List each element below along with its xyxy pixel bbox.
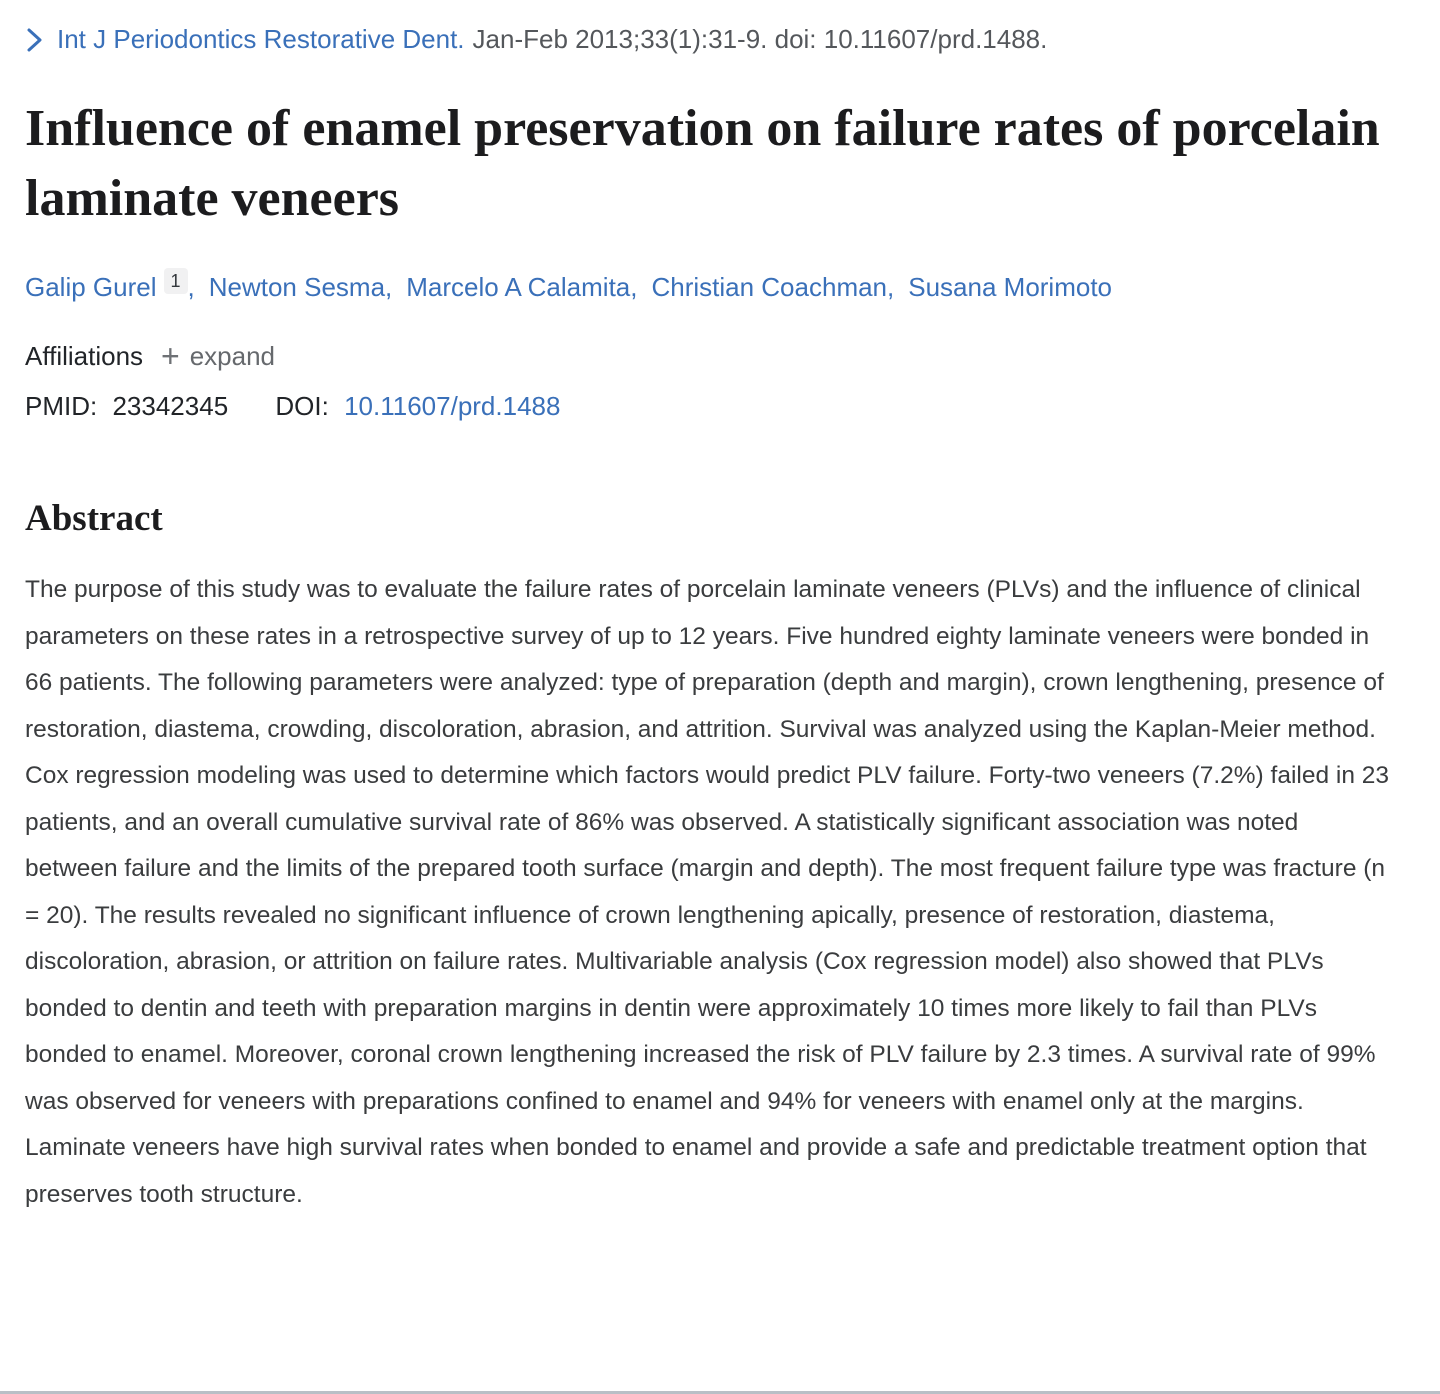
author-link[interactable]: Christian Coachman bbox=[651, 272, 888, 302]
pmid-label: PMID: bbox=[25, 391, 98, 421]
doi-link[interactable]: 10.11607/prd.1488 bbox=[344, 391, 561, 421]
affiliations-expand-button[interactable]: + expand bbox=[161, 338, 276, 374]
affiliations-label: Affiliations bbox=[25, 341, 144, 371]
citation-details: Jan-Feb 2013;33(1):31-9. doi: 10.11607/p… bbox=[472, 24, 1048, 54]
author-separator: , bbox=[385, 272, 393, 302]
author-separator: , bbox=[887, 272, 895, 302]
author-item: Galip Gurel 1, bbox=[25, 268, 202, 302]
author-item: Newton Sesma, bbox=[209, 272, 399, 302]
pmid-group: PMID: 23342345 bbox=[25, 391, 235, 421]
author-item: Marcelo A Calamita, bbox=[406, 272, 644, 302]
pmid-value: 23342345 bbox=[112, 391, 229, 421]
plus-icon: + bbox=[161, 338, 180, 374]
author-link[interactable]: Newton Sesma bbox=[208, 272, 386, 302]
abstract-heading: Abstract bbox=[25, 498, 163, 539]
article-title: Influence of enamel preservation on fail… bbox=[25, 100, 1380, 227]
author-separator: , bbox=[630, 272, 638, 302]
author-link[interactable]: Galip Gurel bbox=[25, 272, 157, 302]
author-link[interactable]: Marcelo A Calamita bbox=[406, 272, 631, 302]
chevron-right-icon[interactable] bbox=[25, 22, 44, 54]
section-divider bbox=[0, 1391, 1440, 1394]
author-item: Susana Morimoto bbox=[908, 272, 1112, 302]
doi-label: DOI: bbox=[275, 391, 329, 421]
abstract-text: The purpose of this study was to evaluat… bbox=[25, 576, 1390, 1208]
journal-name-link[interactable]: Int J Periodontics Restorative Dent. bbox=[57, 24, 465, 54]
affiliations-row: Affiliations + expand bbox=[25, 339, 1392, 373]
journal-citation: Int J Periodontics Restorative Dent. Jan-… bbox=[25, 22, 1392, 56]
authors-list: Galip Gurel 1, Newton Sesma, Marcelo A Ca… bbox=[25, 268, 1392, 305]
author-affiliation-sup[interactable]: 1 bbox=[163, 268, 188, 294]
author-item: Christian Coachman, bbox=[651, 272, 901, 302]
author-link[interactable]: Susana Morimoto bbox=[908, 272, 1113, 302]
author-separator: , bbox=[187, 272, 195, 302]
identifiers-row: PMID: 23342345 DOI: 10.11607/prd.1488 bbox=[25, 389, 1392, 423]
expand-label: expand bbox=[189, 340, 276, 371]
doi-group: DOI: 10.11607/prd.1488 bbox=[275, 391, 560, 421]
